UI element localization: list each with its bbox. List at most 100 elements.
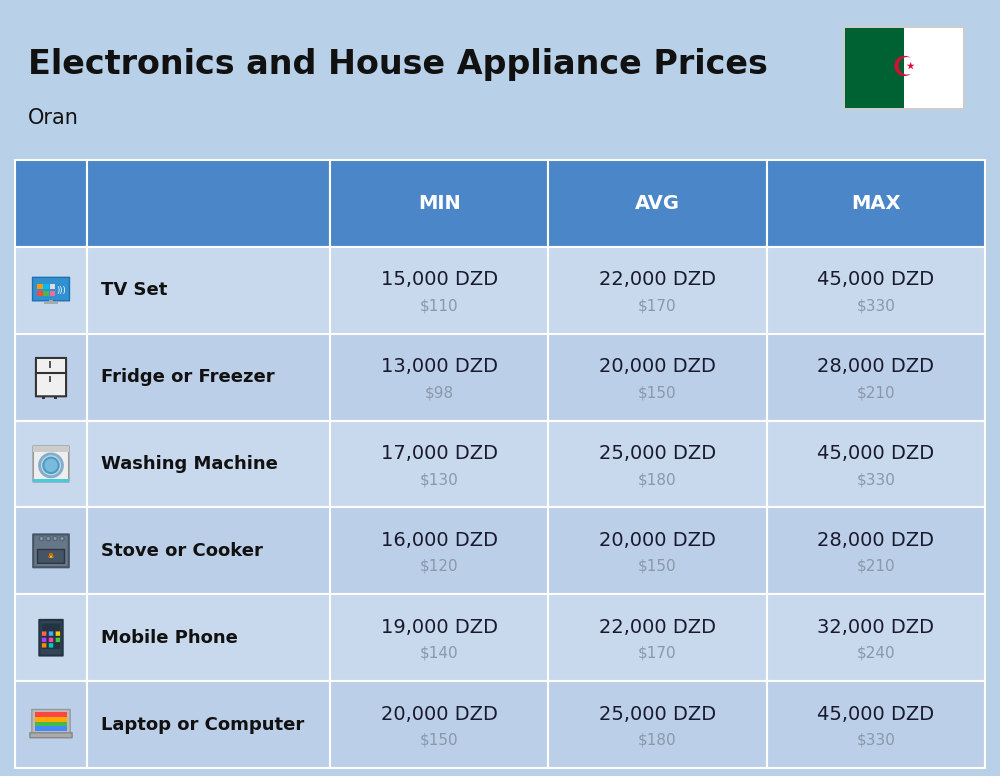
Text: $150: $150 [638,559,677,574]
Bar [87,508,330,594]
Bar [330,681,548,768]
Circle shape [40,454,62,477]
Text: MAX: MAX [851,194,901,213]
Bar [767,681,985,768]
Text: $210: $210 [857,559,895,574]
Bar [548,160,767,247]
Polygon shape [49,555,53,558]
FancyBboxPatch shape [42,623,60,649]
Text: Stove or Cooker: Stove or Cooker [101,542,263,559]
Text: TV Set: TV Set [101,281,167,300]
Bar [330,508,548,594]
Text: 45,000 DZD: 45,000 DZD [817,705,934,724]
Text: Mobile Phone: Mobile Phone [101,629,238,646]
Bar [49,361,51,368]
Bar [548,681,767,768]
Text: 45,000 DZD: 45,000 DZD [817,444,934,463]
FancyBboxPatch shape [33,446,69,482]
Bar [15,334,87,421]
Text: 20,000 DZD: 20,000 DZD [381,705,498,724]
Bar [15,421,87,508]
Text: $150: $150 [638,385,677,400]
Bar [33,479,69,482]
Text: 25,000 DZD: 25,000 DZD [599,705,716,724]
FancyBboxPatch shape [37,549,65,563]
Text: 22,000 DZD: 22,000 DZD [599,270,716,289]
Bar [42,397,45,399]
Bar [548,508,767,594]
Bar [37,290,43,296]
Text: $120: $120 [420,559,458,574]
Text: MIN: MIN [418,194,461,213]
FancyBboxPatch shape [32,709,70,734]
Text: $140: $140 [420,646,458,661]
FancyBboxPatch shape [39,620,63,656]
FancyBboxPatch shape [49,643,53,648]
Text: Fridge or Freezer: Fridge or Freezer [101,368,275,386]
Bar [43,290,49,296]
Circle shape [39,536,44,541]
FancyBboxPatch shape [33,277,69,301]
Text: $180: $180 [638,472,677,487]
FancyBboxPatch shape [42,643,46,648]
Text: $130: $130 [420,472,459,487]
Text: ☪: ☪ [892,54,916,82]
FancyBboxPatch shape [42,632,46,636]
Bar [35,712,67,717]
Bar [87,594,330,681]
Bar [50,284,55,289]
Bar [845,28,904,108]
Bar [548,334,767,421]
Text: 15,000 DZD: 15,000 DZD [381,270,498,289]
Text: $240: $240 [857,646,895,661]
Text: 20,000 DZD: 20,000 DZD [599,357,716,376]
Text: Laptop or Computer: Laptop or Computer [101,715,304,733]
Bar [37,284,43,289]
FancyBboxPatch shape [36,358,66,397]
Text: Electronics and House Appliance Prices: Electronics and House Appliance Prices [28,48,768,81]
Text: Oran: Oran [28,108,79,128]
Bar [87,421,330,508]
Text: $330: $330 [856,299,895,314]
Bar [87,681,330,768]
Bar [330,160,548,247]
Bar [767,594,985,681]
Bar [767,160,985,247]
Bar [49,300,53,303]
Circle shape [46,536,50,541]
Text: $110: $110 [420,299,458,314]
Text: 45,000 DZD: 45,000 DZD [817,270,934,289]
Bar [767,421,985,508]
Text: 28,000 DZD: 28,000 DZD [817,357,934,376]
Text: $330: $330 [856,733,895,748]
Bar [35,712,67,731]
Bar [15,594,87,681]
Bar [767,247,985,334]
Bar [35,726,67,731]
Bar [33,446,69,452]
Text: 17,000 DZD: 17,000 DZD [381,444,498,463]
Text: $150: $150 [420,733,458,748]
Bar [548,594,767,681]
Bar [767,508,985,594]
Bar [15,681,87,768]
Bar [330,334,548,421]
Bar [767,334,985,421]
Text: 16,000 DZD: 16,000 DZD [381,531,498,550]
Text: $330: $330 [856,472,895,487]
Text: $210: $210 [857,385,895,400]
Text: AVG: AVG [635,194,680,213]
Bar [43,284,49,289]
Bar [548,247,767,334]
Bar [44,303,58,304]
Circle shape [43,458,59,473]
FancyBboxPatch shape [56,638,60,642]
Text: 32,000 DZD: 32,000 DZD [817,618,934,637]
Bar [330,247,548,334]
Text: $170: $170 [638,299,677,314]
Text: 22,000 DZD: 22,000 DZD [599,618,716,637]
Bar [87,247,330,334]
FancyBboxPatch shape [49,632,53,636]
Text: 25,000 DZD: 25,000 DZD [599,444,716,463]
Bar [548,421,767,508]
